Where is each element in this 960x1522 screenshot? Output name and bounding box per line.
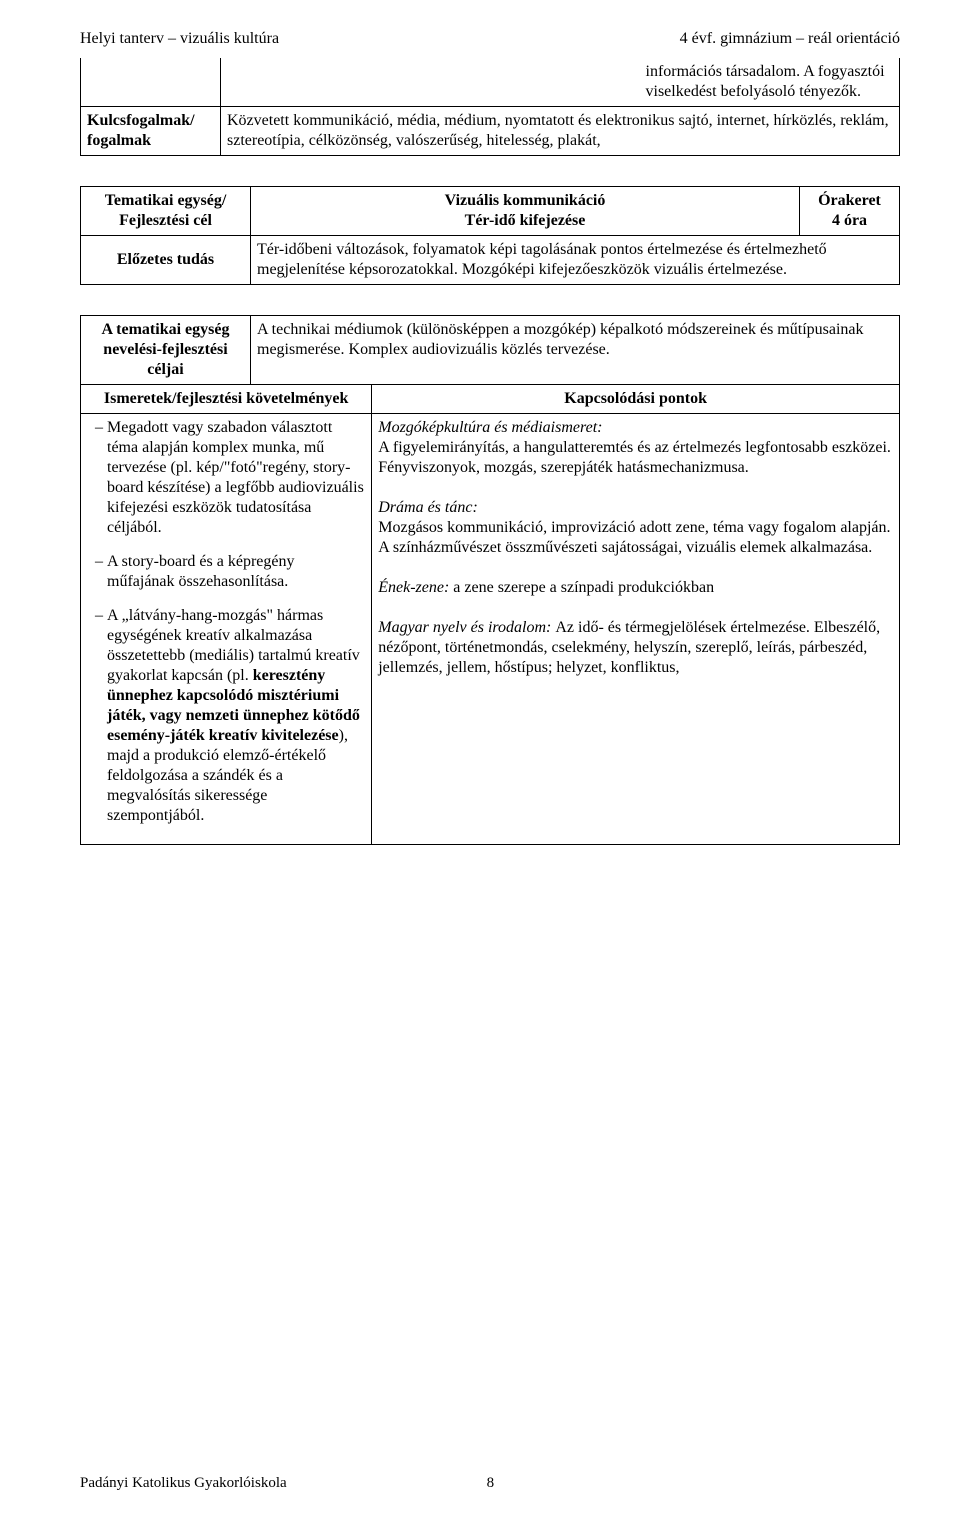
page-header: Helyi tanterv – vizuális kultúra 4 évf. … [80, 30, 900, 48]
kp-block: Magyar nyelv és irodalom: Az idő- és tér… [378, 618, 893, 678]
cell-kapcsolodasi-header: Kapcsolódási pontok [372, 385, 900, 414]
cell-kulcsfogalmak-label: Kulcsfogalmak/ fogalmak [81, 107, 221, 156]
cell-empty [221, 58, 640, 107]
cell-celjai-content: A technikai médiumok (különösképpen a mo… [251, 316, 900, 385]
table-kulcsfogalmak: információs társadalom. A fogyasztói vis… [80, 58, 900, 156]
kp-text: A figyelemirányítás, a hangulatteremtés … [378, 439, 891, 476]
kp-title: Ének-zene: [378, 579, 453, 596]
orakeret-value: 4 óra [832, 212, 867, 229]
header-right: 4 évf. gimnázium – reál orientáció [680, 30, 900, 48]
cell-orakeret: Órakeret 4 óra [800, 187, 900, 236]
cell-empty [81, 58, 221, 107]
list-item: Megadott vagy szabadon választott téma a… [107, 418, 365, 538]
orakeret-label: Órakeret [818, 192, 881, 209]
cell-elozetes-content: Tér-időbeni változások, folyamatok képi … [251, 236, 900, 285]
table-ismeretek: A tematikai egység nevelési-fejlesztési … [80, 315, 900, 845]
title-line1: Vizuális kommunikáció [445, 192, 606, 209]
list-item: A „látvány-hang-mozgás" hármas egységéne… [107, 606, 365, 826]
kp-title: Mozgóképkultúra és médiaismeret: [378, 419, 602, 436]
item-text: A story-board és a képregény műfajának ö… [107, 553, 295, 590]
cell-kulcsfogalmak-content: Közvetett kommunikáció, média, médium, n… [221, 107, 900, 156]
title-line2: Tér-idő kifejezése [465, 212, 586, 229]
cell-tematikai-label: Tematikai egység/ Fejlesztési cél [81, 187, 251, 236]
cell-celjai-label: A tematikai egység nevelési-fejlesztési … [81, 316, 251, 385]
cell-kapcsolodasi-body: Mozgóképkultúra és médiaismeret: A figye… [372, 414, 900, 845]
kp-block: Dráma és tánc: Mozgásos kommunikáció, im… [378, 498, 893, 558]
kp-block: Mozgóképkultúra és médiaismeret: A figye… [378, 418, 893, 478]
kp-text: A színházművészet összművészeti sajátoss… [378, 539, 872, 556]
cell-ismeretek-body: Megadott vagy szabadon választott téma a… [81, 414, 372, 845]
cell-ismeretek-header: Ismeretek/fejlesztési követelmények [81, 385, 372, 414]
kp-text: Mozgásos kommunikáció, improvizáció adot… [378, 519, 890, 536]
cell-info-tarsadalom: információs társadalom. A fogyasztói vis… [640, 58, 900, 107]
footer-page: 8 [487, 1475, 495, 1492]
header-left: Helyi tanterv – vizuális kultúra [80, 30, 279, 48]
cell-elozetes-label: Előzetes tudás [81, 236, 251, 285]
table-tematikai: Tematikai egység/ Fejlesztési cél Vizuál… [80, 186, 900, 285]
list-item: A story-board és a képregény műfajának ö… [107, 552, 365, 592]
footer-school: Padányi Katolikus Gyakorlóiskola [80, 1475, 287, 1492]
kp-title: Magyar nyelv és irodalom: [378, 619, 555, 636]
kp-title: Dráma és tánc: [378, 499, 478, 516]
kp-block: Ének-zene: a zene szerepe a színpadi pro… [378, 578, 893, 598]
item-text: Megadott vagy szabadon választott téma a… [107, 419, 364, 536]
kp-text: a zene szerepe a színpadi produkciókban [453, 579, 714, 596]
page-footer: Padányi Katolikus Gyakorlóiskola 8 [80, 1475, 900, 1492]
ismeretek-list: Megadott vagy szabadon választott téma a… [87, 418, 365, 826]
cell-vizualis-title: Vizuális kommunikáció Tér-idő kifejezése [251, 187, 800, 236]
